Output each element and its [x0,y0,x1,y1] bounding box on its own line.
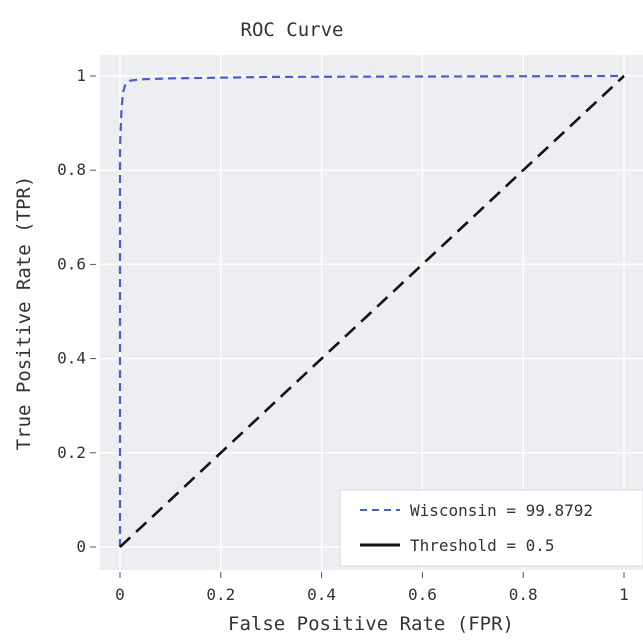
x-axis-label: False Positive Rate (FPR) [228,613,514,635]
axis-ticks: 0 0.2 0.4 0.6 0.8 1 0 0.2 0.4 0.6 0.8 1 [57,66,629,604]
x-tick-label: 1 [619,585,629,604]
series-layer [118,74,625,548]
series-line-threshold [119,75,625,548]
y-tick-label: 1 [76,66,86,85]
x-tick-label: 0.4 [307,585,336,604]
x-tick-label: 0.6 [408,585,437,604]
y-tick-label: 0.8 [57,160,86,179]
y-tick-label: 0.4 [57,349,86,368]
x-tick-label: 0.2 [206,585,235,604]
y-tick-label: 0.6 [57,254,86,273]
legend-label-threshold: Threshold = 0.5 [410,536,555,555]
series-line-wisconsin [118,74,625,547]
x-tick-label: 0 [115,585,125,604]
legend: Wisconsin = 99.8792 Threshold = 0.5 [339,489,643,567]
chart-title: ROC Curve [241,19,344,41]
y-tick-label: 0.2 [57,443,86,462]
grid-lines [100,55,643,570]
y-tick-label: 0 [76,537,86,556]
y-axis-label: True Positive Rate (TPR) [13,176,35,451]
legend-label-wisconsin: Wisconsin = 99.8792 [410,501,593,520]
x-tick-label: 0.8 [509,585,538,604]
legend-box [339,489,643,567]
